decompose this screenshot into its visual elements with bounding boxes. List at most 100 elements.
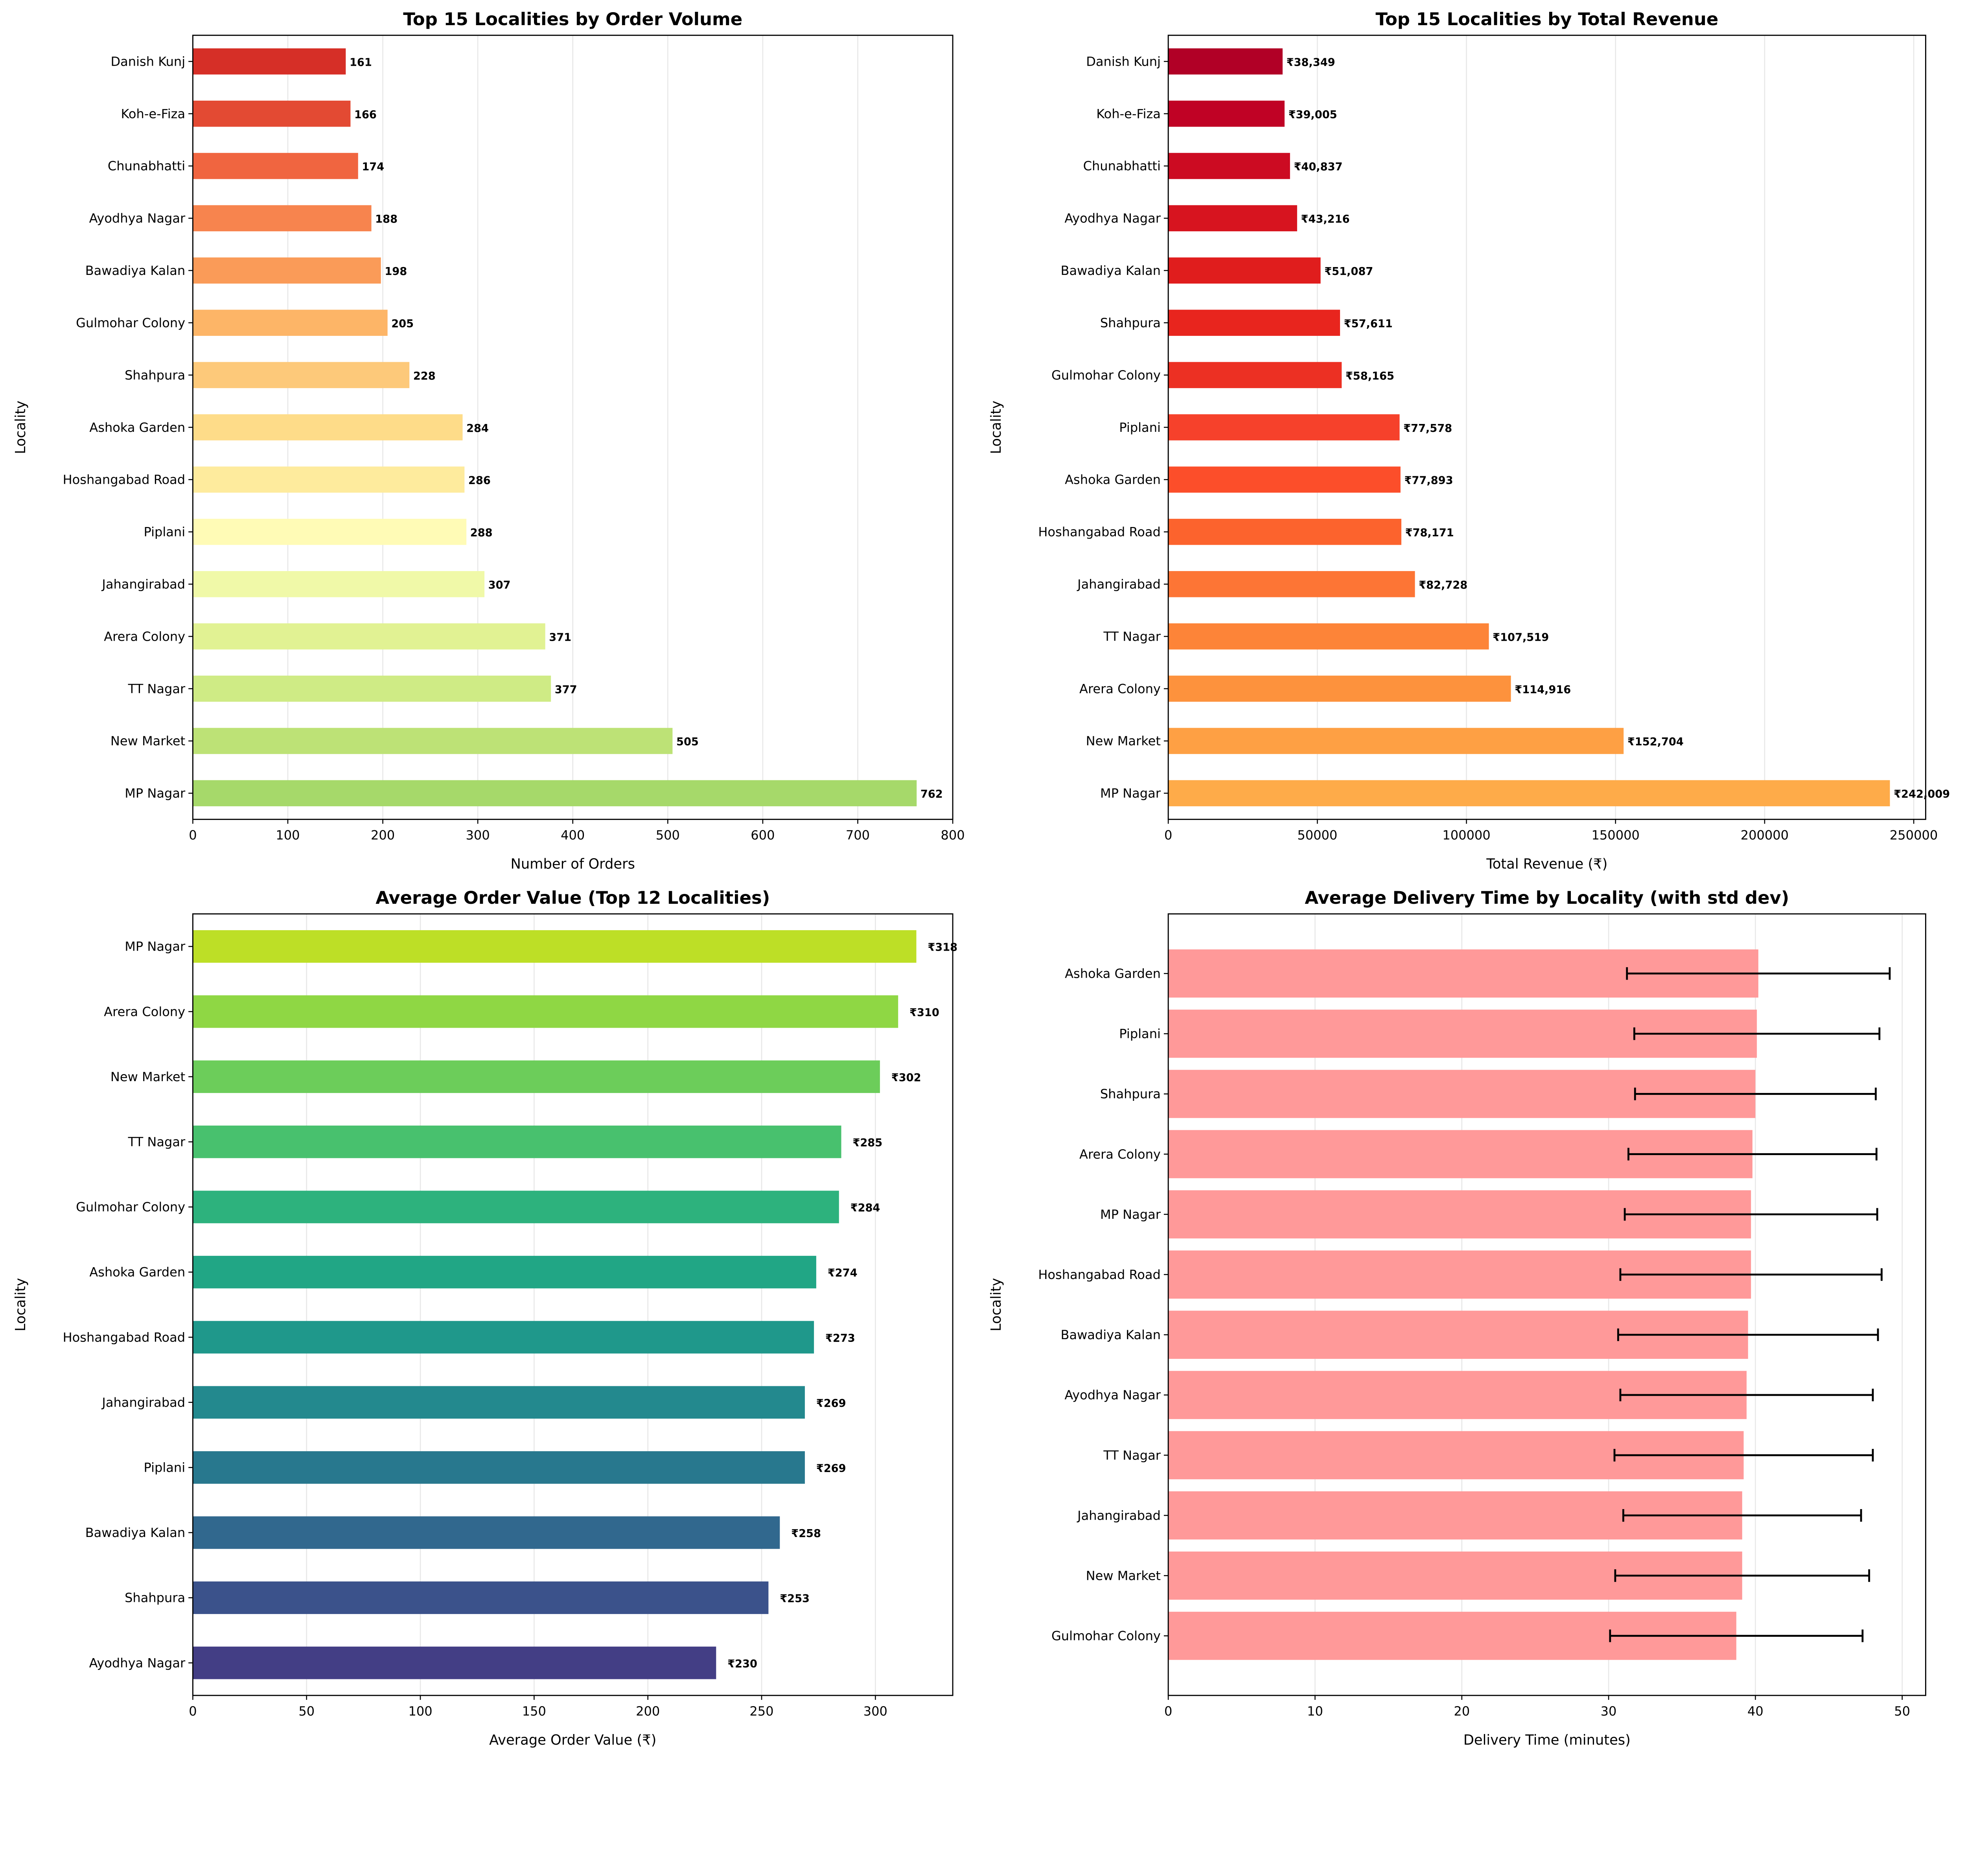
bar: [1168, 571, 1415, 597]
data-label: ₹302: [891, 1072, 921, 1084]
data-label: 762: [920, 788, 943, 800]
x-tick-label: 300: [863, 1704, 887, 1719]
bar: [193, 519, 467, 545]
bar: [193, 153, 358, 179]
axes-frame: [192, 35, 954, 820]
bar: [193, 1451, 805, 1484]
y-tick-label: Hoshangabad Road: [1038, 525, 1161, 540]
error-bar: [1622, 1509, 1862, 1522]
data-label: 174: [362, 161, 384, 173]
y-tick-label: Shahpura: [125, 1590, 185, 1605]
y-tick-label: Chunabhatti: [108, 158, 185, 173]
data-label: 228: [413, 370, 436, 382]
y-tick-label: Koh-e-Fiza: [1096, 106, 1161, 121]
y-tick-label: Jahangirabad: [101, 1395, 185, 1410]
y-tick-label: Bawadiya Kalan: [85, 1525, 185, 1540]
data-label: 377: [555, 684, 577, 696]
data-label: 286: [468, 475, 491, 487]
y-tick-label: Piplani: [1119, 1026, 1161, 1041]
y-tick-label: Jahangirabad: [1077, 577, 1161, 592]
x-axis-label: Average Order Value (₹): [489, 1732, 656, 1748]
x-tick-label: 700: [846, 828, 870, 843]
data-label: 205: [391, 318, 414, 330]
bar: [1168, 519, 1401, 545]
y-tick-label: TT Nagar: [1103, 1448, 1161, 1463]
chart-title: Average Delivery Time by Locality (with …: [1305, 887, 1789, 908]
y-tick-label: Gulmohar Colony: [76, 1200, 185, 1214]
bar: [193, 780, 917, 807]
x-tick-label: 100: [276, 828, 300, 843]
error-bar: [1626, 967, 1891, 980]
error-bar: [1613, 1449, 1874, 1462]
data-label: 371: [549, 631, 571, 643]
y-tick-label: Koh-e-Fiza: [121, 106, 185, 121]
bar: [1168, 362, 1342, 388]
chart-4: 0 10 20 30 40 50 Ashoka Garden Piplani Shahpura A…: [988, 887, 1926, 1748]
bar: [193, 466, 465, 493]
x-tick-label: 500: [656, 828, 680, 843]
y-tick-label: Ayodhya Nagar: [89, 211, 186, 226]
y-tick-label: Bawadiya Kalan: [1060, 1327, 1160, 1342]
y-tick-label: TT Nagar: [128, 681, 186, 696]
data-label: ₹273: [825, 1332, 855, 1344]
data-label: ₹40,837: [1294, 161, 1342, 173]
x-axis-label: Delivery Time (minutes): [1463, 1732, 1631, 1748]
data-label: ₹57,611: [1344, 318, 1393, 330]
bar: [193, 1321, 814, 1354]
data-label: 161: [350, 56, 372, 68]
data-label: ₹58,165: [1346, 370, 1394, 382]
x-tick-label: 20: [1454, 1704, 1470, 1719]
y-axis-label: Locality: [13, 401, 29, 454]
data-label: ₹258: [791, 1528, 821, 1540]
chart-1: 0 100 200 300 400 500 600 700 800 Danish Kunj 161 K…: [13, 9, 965, 872]
x-tick-label: 600: [751, 828, 775, 843]
y-tick-label: Danish Kunj: [1086, 54, 1161, 69]
y-tick-label: Arera Colony: [104, 1004, 185, 1019]
bar: [193, 205, 372, 232]
y-tick-label: Gulmohar Colony: [1051, 368, 1161, 383]
axes-frame: [1167, 913, 1926, 1696]
data-label: ₹284: [850, 1202, 880, 1214]
x-tick-label: 30: [1601, 1704, 1617, 1719]
data-label: ₹43,216: [1301, 213, 1349, 225]
y-tick-label: New Market: [1086, 1568, 1161, 1583]
x-tick-label: 250000: [1890, 828, 1938, 843]
x-tick-label: 200: [636, 1704, 660, 1719]
bar: [1168, 153, 1290, 179]
bar: [193, 48, 346, 75]
y-tick-label: TT Nagar: [1103, 629, 1161, 644]
error-bar: [1619, 1388, 1874, 1401]
data-label: ₹38,349: [1287, 56, 1335, 68]
x-tick-label: 250: [749, 1704, 773, 1719]
bar: [193, 1125, 841, 1158]
x-tick-label: 800: [941, 828, 965, 843]
y-tick-label: MP Nagar: [1100, 1207, 1161, 1222]
y-tick-label: Shahpura: [125, 368, 185, 383]
error-bar: [1633, 1027, 1881, 1040]
chart-title: Top 15 Localities by Total Revenue: [1375, 9, 1718, 29]
data-label: ₹253: [780, 1593, 810, 1605]
data-label: 307: [488, 579, 511, 591]
error-bar: [1609, 1629, 1864, 1642]
x-tick-label: 200000: [1741, 828, 1789, 843]
bar: [193, 1060, 880, 1093]
y-tick-label: Piplani: [144, 525, 186, 540]
y-tick-label: Ayodhya Nagar: [1064, 211, 1161, 226]
x-tick-label: 100000: [1442, 828, 1490, 843]
data-label: ₹269: [816, 1463, 846, 1475]
bar: [193, 1581, 769, 1614]
bar: [1168, 48, 1283, 75]
y-tick-label: New Market: [1086, 733, 1161, 748]
y-tick-label: New Market: [110, 1069, 185, 1084]
bar: [193, 100, 351, 127]
chart-2: 0 50000 100000 150000 200000 250000 Danish Kun…: [988, 9, 1950, 872]
y-tick-label: Bawadiya Kalan: [85, 263, 185, 278]
bar: [193, 571, 485, 597]
bar: [1168, 414, 1400, 440]
y-tick-label: Hoshangabad Road: [1038, 1267, 1161, 1282]
y-tick-label: MP Nagar: [125, 786, 186, 801]
error-bar: [1627, 1148, 1878, 1161]
data-label: ₹78,171: [1405, 527, 1454, 539]
y-tick-label: Danish Kunj: [110, 54, 185, 69]
